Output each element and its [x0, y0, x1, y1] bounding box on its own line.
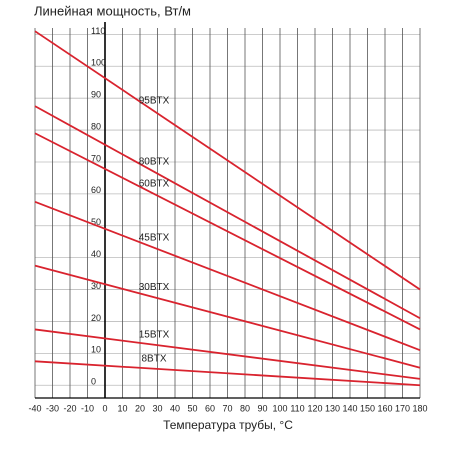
y-tick-label: 110	[91, 26, 105, 36]
series-line	[34, 30, 421, 291]
x-tick-label: 70	[222, 403, 232, 413]
x-tick-label: -40	[28, 403, 41, 413]
y-tick-label: 40	[91, 249, 101, 259]
x-tick-label: 60	[205, 403, 215, 413]
x-tick-label: 10	[117, 403, 127, 413]
x-tick-label: 130	[325, 403, 340, 413]
x-tick-label: 100	[272, 403, 287, 413]
x-tick-label: 80	[240, 403, 250, 413]
y-tick-label: 80	[91, 121, 101, 131]
x-tick-label: 110	[290, 403, 304, 413]
x-tick-label: 140	[342, 403, 357, 413]
series-line	[34, 360, 421, 387]
x-tick-label: -20	[63, 403, 76, 413]
y-tick-label: 70	[91, 153, 101, 163]
x-axis-label: Температура трубы, °С	[163, 418, 293, 432]
x-tick-label: 30	[152, 403, 162, 413]
series-label: 30BTX	[139, 282, 170, 293]
x-tick-label: 90	[257, 403, 267, 413]
x-tick-label: -30	[46, 403, 59, 413]
series-label: 45BTX	[139, 232, 170, 243]
series-label: 80BTX	[139, 156, 170, 167]
x-tick-label: 120	[307, 403, 322, 413]
series-line	[34, 105, 421, 320]
chart-title: Линейная мощность, Вт/м	[34, 3, 191, 18]
series-line	[34, 200, 421, 351]
x-tick-label: 170	[395, 403, 410, 413]
series-label: 95BTX	[139, 96, 170, 107]
y-tick-label: 50	[91, 217, 101, 227]
series-line	[34, 328, 421, 380]
y-tick-label: 30	[91, 281, 101, 291]
x-tick-label: 40	[170, 403, 180, 413]
y-tick-label: 100	[91, 58, 106, 68]
x-tick-label: 150	[360, 403, 375, 413]
series-line	[34, 264, 421, 369]
y-tick-label: 90	[91, 90, 101, 100]
series-label: 60BTX	[139, 179, 170, 190]
y-tick-label: 0	[91, 377, 96, 387]
x-tick-label: 160	[377, 403, 392, 413]
x-tick-label: -10	[81, 403, 94, 413]
series-label: 15BTX	[139, 329, 170, 340]
x-tick-label: 180	[412, 403, 427, 413]
y-tick-label: 60	[91, 185, 101, 195]
series-label: 8BTX	[141, 353, 166, 364]
y-tick-label: 20	[91, 313, 101, 323]
y-tick-label: 10	[91, 345, 101, 355]
x-tick-label: 0	[102, 403, 107, 413]
series-line	[34, 132, 421, 331]
x-tick-label: 50	[187, 403, 197, 413]
x-tick-label: 20	[135, 403, 145, 413]
